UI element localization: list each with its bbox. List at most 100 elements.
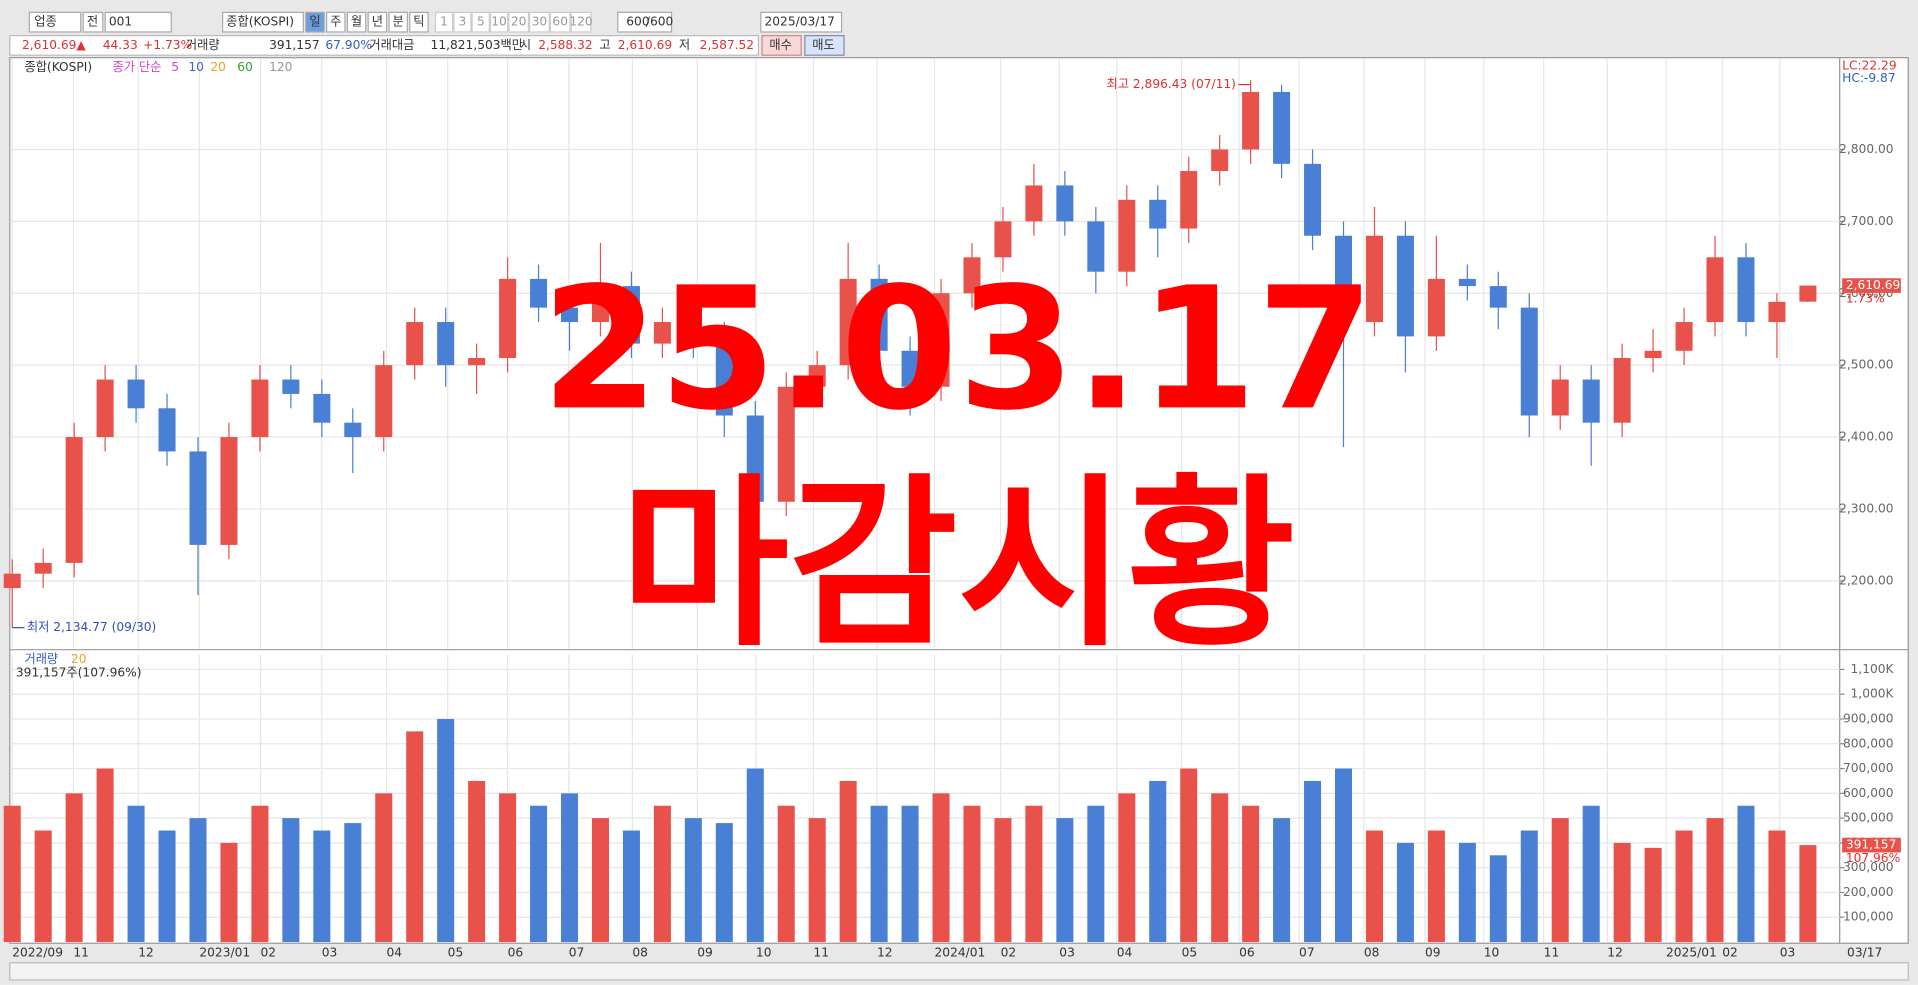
x-tick-label: 11 xyxy=(73,946,89,960)
period-button[interactable] xyxy=(346,11,367,33)
candle-body xyxy=(808,365,826,387)
candle-body xyxy=(994,221,1012,258)
candle-body xyxy=(1304,163,1322,236)
y-tick-label: 1,100K xyxy=(1851,662,1895,676)
period: 주 xyxy=(330,15,341,29)
volume-bar xyxy=(1706,818,1724,943)
y-tick-label: 2,300.00 xyxy=(1839,501,1893,515)
interval: 3 xyxy=(458,15,466,29)
volume-bar xyxy=(746,768,764,943)
period-button[interactable] xyxy=(409,11,429,33)
volume-bar xyxy=(560,793,579,943)
x-tick-label: 12 xyxy=(1607,946,1623,960)
x-tick-label: 10 xyxy=(1484,946,1500,960)
period: 분 xyxy=(393,15,404,29)
candle-body xyxy=(1613,357,1631,423)
candle-body xyxy=(65,437,83,563)
count-input[interactable] xyxy=(617,11,673,33)
change: 44.33 xyxy=(103,38,138,52)
volume-bar xyxy=(808,818,826,943)
volume-bar xyxy=(1799,845,1817,943)
interval-button[interactable] xyxy=(570,11,592,33)
volume-bar xyxy=(375,793,393,943)
date-input[interactable] xyxy=(760,11,843,33)
scrollbar[interactable] xyxy=(9,962,1909,981)
candle-body xyxy=(1056,185,1074,222)
interval-button[interactable] xyxy=(529,11,550,33)
buy-button[interactable] xyxy=(761,35,802,56)
volume-bar xyxy=(1087,805,1105,943)
candle-body xyxy=(932,293,950,387)
candle-body xyxy=(839,278,857,366)
amount: 11,821,503백만 xyxy=(431,38,523,52)
code-input[interactable] xyxy=(104,11,172,33)
interval-button[interactable] xyxy=(489,11,509,33)
volume-bar xyxy=(1582,805,1600,943)
buy: 매수 xyxy=(769,38,791,52)
legend-ma-period: 120 xyxy=(269,60,292,74)
interval: 30 xyxy=(532,15,548,29)
candle-body xyxy=(1242,91,1260,150)
period: 일 xyxy=(309,15,320,29)
period-button[interactable] xyxy=(388,11,408,33)
candle-body xyxy=(1427,278,1445,337)
volume-bar xyxy=(1211,793,1229,943)
axis-area xyxy=(1839,57,1909,944)
y-tick-label: 800,000 xyxy=(1843,736,1894,750)
candle-body xyxy=(1737,257,1755,323)
high: 2,610.69 xyxy=(618,38,672,52)
x-tick-label: 12 xyxy=(877,946,893,960)
interval: 60 xyxy=(552,15,568,29)
interval-button[interactable] xyxy=(549,11,571,33)
interval-button[interactable] xyxy=(453,11,472,33)
x-tick-label: 06 xyxy=(508,946,524,960)
market-select[interactable] xyxy=(28,11,82,33)
volume-bar xyxy=(34,830,52,943)
sell-button[interactable] xyxy=(804,35,845,56)
candle-body xyxy=(715,336,733,416)
legend-ma-period: 60 xyxy=(237,60,253,74)
volume-bar xyxy=(1613,842,1631,943)
plot-area xyxy=(9,57,1841,944)
period-button[interactable] xyxy=(305,11,325,33)
x-tick-label: 06 xyxy=(1239,946,1255,960)
name: 종합(KOSPI) xyxy=(226,15,294,29)
candle-body xyxy=(437,322,455,366)
period: 년 xyxy=(372,15,383,29)
candle-body xyxy=(1799,285,1817,302)
volume-bar xyxy=(1180,768,1198,943)
y-tick-label: 2,700.00 xyxy=(1839,214,1893,228)
x-tick-label: 03 xyxy=(322,946,338,960)
x-tick-label: 2023/01 xyxy=(199,946,250,960)
x-tick-label: 11 xyxy=(813,946,829,960)
x-tick-label: 02 xyxy=(1001,946,1017,960)
volume-bar xyxy=(963,805,981,943)
overlay-title: 마감시황 xyxy=(620,459,1295,672)
volume-label: 거래량 xyxy=(186,38,220,52)
volume-info: 391,157주(107.96%) xyxy=(16,665,142,679)
candle-body xyxy=(34,562,52,574)
interval-button[interactable] xyxy=(471,11,490,33)
volume-bar xyxy=(313,830,331,943)
volume-bar xyxy=(1304,780,1322,943)
open: 2,588.32 xyxy=(538,38,592,52)
all-button[interactable] xyxy=(82,11,104,33)
candle-body xyxy=(3,573,21,589)
volume-bar xyxy=(530,805,548,943)
period-button[interactable] xyxy=(325,11,346,33)
volume-bar xyxy=(1273,818,1291,943)
candle-body xyxy=(1118,199,1136,272)
period-button[interactable] xyxy=(367,11,388,33)
candle-body xyxy=(591,286,609,323)
volume-bar xyxy=(1520,830,1538,943)
x-tick-label: 05 xyxy=(448,946,464,960)
all: 전 xyxy=(87,15,98,29)
x-tick-label: 10 xyxy=(756,946,772,960)
volume-bar xyxy=(189,818,207,943)
volume-bar xyxy=(251,805,269,943)
candle-body xyxy=(870,278,888,351)
interval-button[interactable] xyxy=(508,11,530,33)
candle-body xyxy=(1489,286,1507,308)
interval-button[interactable] xyxy=(434,11,454,33)
